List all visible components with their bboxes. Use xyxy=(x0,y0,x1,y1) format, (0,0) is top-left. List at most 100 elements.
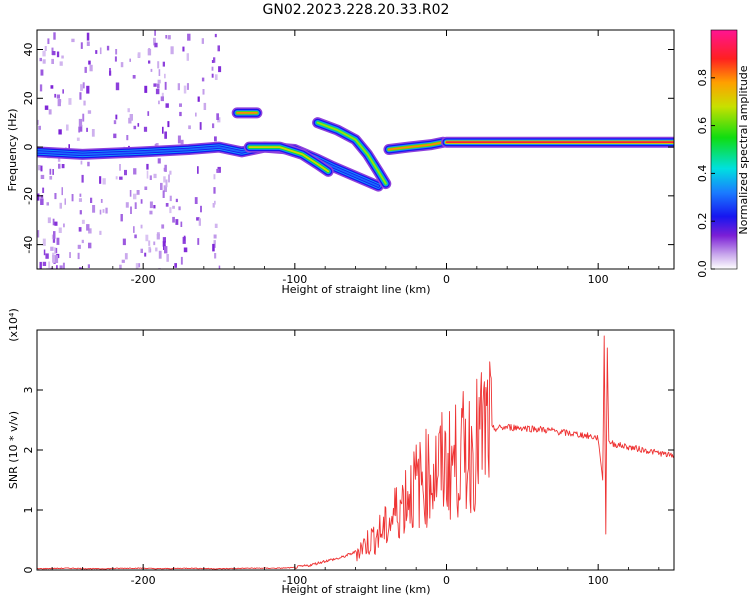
spectrogram-noise-mark xyxy=(52,51,56,56)
spectrogram-noise-mark xyxy=(71,194,74,202)
spectrogram-noise-mark xyxy=(42,59,46,64)
spectrogram-noise-mark xyxy=(175,198,178,203)
spectrogram-noise-mark xyxy=(53,32,56,40)
spectrogram-noise-mark xyxy=(201,38,204,44)
spectrogram-noise-mark xyxy=(120,214,123,222)
spectrogram-noise-mark xyxy=(51,234,54,240)
spectrogram-noise-mark xyxy=(180,139,184,145)
spectrogram-y-tick-label: 40 xyxy=(22,43,35,57)
spectrogram-noise-mark xyxy=(160,182,163,190)
spectrogram-noise-mark xyxy=(164,73,166,79)
spectrogram-x-tick-label: -200 xyxy=(131,273,156,286)
spectrogram-noise-mark xyxy=(158,69,161,76)
spectrogram-noise-mark xyxy=(44,105,49,110)
spectrogram-noise-mark xyxy=(137,123,140,127)
spectrogram-noise-mark xyxy=(119,176,123,180)
snr-x-tick-label: 100 xyxy=(588,574,609,587)
spectrogram-noise-mark xyxy=(161,224,165,229)
spectrogram-noise-mark xyxy=(144,85,148,93)
colorbar-tick-label: 0.6 xyxy=(696,117,709,135)
spectrogram-noise-mark xyxy=(40,195,44,199)
spectrogram-noise-mark xyxy=(84,66,87,73)
spectrogram-noise-mark xyxy=(203,102,207,110)
spectrogram-noise-mark xyxy=(177,83,180,91)
spectrogram-noise-mark xyxy=(99,47,102,55)
spectrogram-noise-mark xyxy=(39,261,42,269)
spectrogram-noise-mark xyxy=(156,234,160,240)
spectrogram-noise-mark xyxy=(149,210,153,215)
spectrogram-noise-mark xyxy=(214,223,218,228)
spectrogram-noise-mark xyxy=(137,52,141,58)
spectrogram-noise-mark xyxy=(202,89,205,95)
spectrogram-noise-mark xyxy=(178,206,181,211)
snr-y-axis-label: SNR (10 * v/v) xyxy=(7,411,20,489)
spectrogram-noise-mark xyxy=(157,158,161,164)
spectrogram-x-axis-label: Height of straight line (km) xyxy=(281,283,430,296)
snr-y-tick-label: 1 xyxy=(22,507,35,514)
spectrogram-noise-mark xyxy=(86,32,90,41)
spectrogram-noise-mark xyxy=(40,69,44,76)
spectrogram-noise-mark xyxy=(81,239,84,244)
spectrogram-noise-mark xyxy=(172,216,175,223)
spectrogram-noise-mark xyxy=(56,94,60,99)
spectrogram-noise-mark xyxy=(180,256,183,265)
spectrogram-noise-mark xyxy=(86,85,90,94)
spectrogram-noise-mark xyxy=(54,221,58,226)
colorbar-ticks: 0.0 0.2 0.4 0.6 0.8 xyxy=(696,69,715,278)
spectrogram-noise-mark xyxy=(48,261,51,269)
spectrogram-noise-mark xyxy=(47,38,50,44)
spectrogram-noise-mark xyxy=(201,77,205,82)
spectrogram-noise-mark xyxy=(180,221,183,227)
spectrogram-noise-mark xyxy=(218,265,221,269)
spectrogram-noise-mark xyxy=(66,124,69,131)
colorbar: 0.0 0.2 0.4 0.6 0.8 Normalized spectral ampl… xyxy=(696,29,750,278)
spectrogram-noise-mark xyxy=(100,199,103,203)
spectrogram-noise-mark xyxy=(187,33,191,41)
spectrogram-noise-mark xyxy=(153,83,157,87)
spectrogram-noise-mark xyxy=(124,253,128,260)
spectrogram-noise-mark xyxy=(69,252,71,258)
spectrogram-noise-mark xyxy=(133,226,135,233)
spectrogram-noise-mark xyxy=(86,41,90,46)
spectrogram-noise-mark xyxy=(211,60,214,63)
spectrogram-noise-mark xyxy=(102,178,106,185)
spectrogram-noise-mark xyxy=(37,230,40,238)
spectrogram-noise-mark xyxy=(214,200,216,205)
spectrogram-noise-mark xyxy=(81,219,85,224)
spectrogram-noise-mark xyxy=(165,179,168,188)
spectrogram-noise-mark xyxy=(183,235,186,241)
spectrogram-noise-mark xyxy=(212,243,215,252)
spectrogram-noise-mark xyxy=(64,198,66,205)
spectrogram-noise-mark xyxy=(214,253,217,259)
spectrogram-noise-mark xyxy=(45,253,49,259)
spectrogram-noise-mark xyxy=(169,170,172,175)
snr-x-tick-label: -200 xyxy=(131,574,156,587)
spectrogram-noise-mark xyxy=(80,124,83,132)
spectrogram-noise-mark xyxy=(68,98,72,105)
spectrogram-noise-mark xyxy=(162,61,165,67)
spectrogram-noise-mark xyxy=(54,247,56,255)
spectrogram-noise-mark xyxy=(140,248,143,253)
spectrogram-noise-mark xyxy=(122,238,126,246)
spectrogram-noise-mark xyxy=(78,118,83,127)
spectrogram-noise-mark xyxy=(167,121,170,128)
spectrogram-noise-mark xyxy=(212,203,215,208)
spectrogram-noise-mark xyxy=(150,68,153,72)
spectrogram-noise-mark xyxy=(99,209,102,215)
spectrogram-noise-mark xyxy=(61,164,65,169)
spectrogram-noise-mark xyxy=(146,170,149,179)
snr-y-tick-label: 2 xyxy=(22,447,35,454)
snr-y-tick-label: 3 xyxy=(22,387,35,394)
spectrogram-noise-mark xyxy=(188,125,191,130)
spectrogram-noise-mark xyxy=(56,237,60,245)
spectrogram-noise-mark xyxy=(50,85,54,89)
spectrogram-noise-mark xyxy=(52,169,54,175)
spectrogram-noise-mark xyxy=(211,73,214,78)
spectrogram-noise-mark xyxy=(38,125,41,130)
spectrogram-noise-mark xyxy=(140,224,143,229)
spectrogram-noise-mark xyxy=(79,193,82,197)
spectrogram-noise-mark xyxy=(157,79,161,84)
spectrogram-noise-mark xyxy=(88,228,92,234)
